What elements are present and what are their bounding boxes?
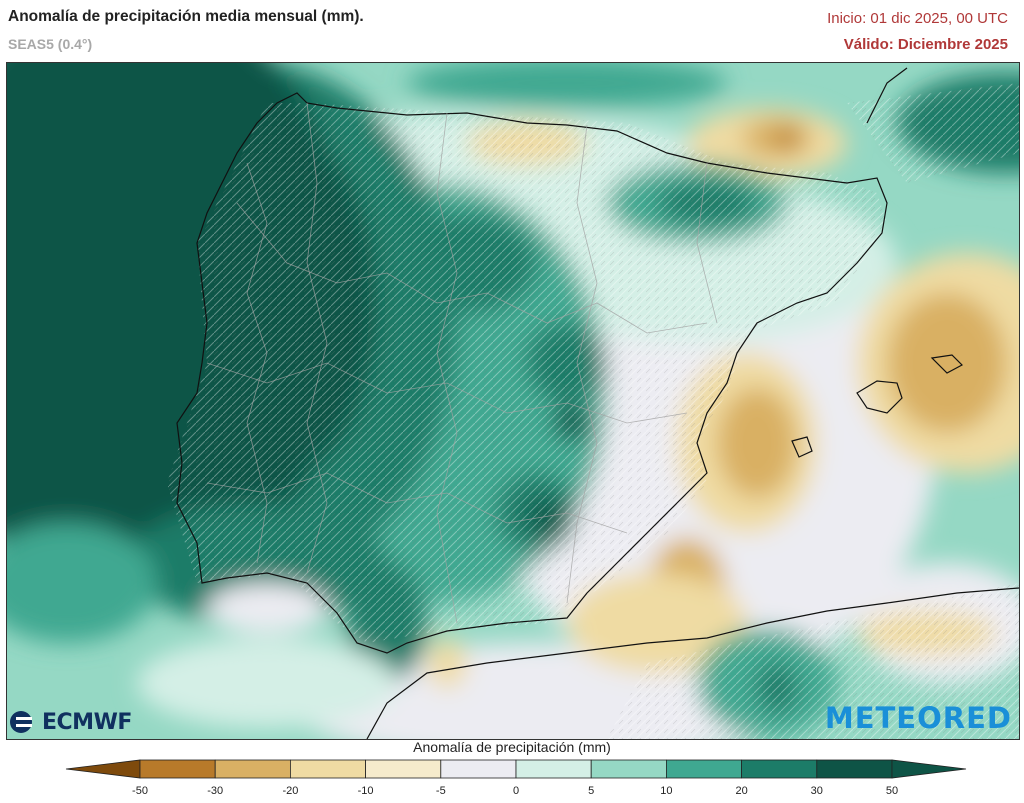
admin-borders <box>206 102 718 624</box>
ecmwf-text: ECMWF <box>42 709 132 735</box>
legend-tick-label: -5 <box>436 785 446 797</box>
legend-tick-label: -20 <box>282 785 298 797</box>
legend-tick-label: -30 <box>207 785 223 797</box>
legend-swatch <box>214 759 291 779</box>
color-legend: -50 -30 -20 -10 -5 0 5 10 20 30 50 <box>0 758 1024 798</box>
map-title: Anomalía de precipitación media mensual … <box>8 8 364 25</box>
model-label: SEAS5 (0.4°) <box>8 36 93 52</box>
legend-tick-label: 20 <box>735 785 747 797</box>
coastline <box>176 67 1019 739</box>
legend-tick-label: 30 <box>811 785 823 797</box>
legend-swatch <box>515 759 592 779</box>
legend-tick-label: 50 <box>886 785 898 797</box>
precipitation-anomaly-map[interactable] <box>6 62 1020 740</box>
legend-title: Anomalía de precipitación (mm) <box>413 739 611 755</box>
legend-swatch <box>590 759 667 779</box>
legend-arrow-high <box>891 759 967 779</box>
legend-swatch <box>816 759 893 779</box>
anomaly-field <box>7 63 1019 739</box>
legend-swatch <box>440 759 517 779</box>
init-time: Inicio: 01 dic 2025, 00 UTC <box>827 10 1008 27</box>
legend-tick-label: 5 <box>588 785 594 797</box>
legend-tick-label: 0 <box>513 785 519 797</box>
legend-tick-label: -10 <box>358 785 374 797</box>
legend-arrow-low <box>65 759 141 779</box>
legend-swatch <box>139 759 216 779</box>
valid-period: Válido: Diciembre 2025 <box>843 36 1008 53</box>
legend-tick-label: -50 <box>132 785 148 797</box>
legend-tick-label: 10 <box>660 785 672 797</box>
meteored-logo: METEORED <box>824 701 1012 735</box>
legend-swatch <box>666 759 743 779</box>
legend-swatch <box>741 759 818 779</box>
legend-swatch <box>365 759 442 779</box>
ecmwf-logo: ECMWF <box>8 705 132 739</box>
ecmwf-icon <box>10 711 32 733</box>
legend-swatch <box>289 759 366 779</box>
